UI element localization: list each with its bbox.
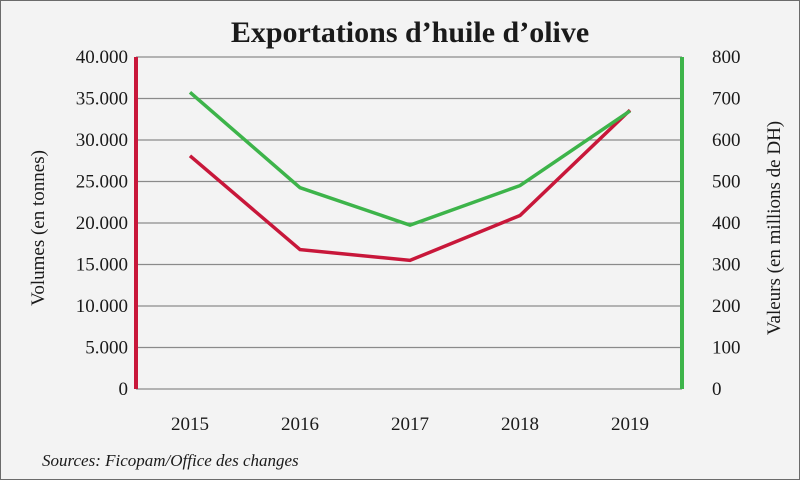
left-tick-label: 25.000	[76, 172, 128, 193]
series-line-valeurs	[188, 90, 631, 227]
x-tick-label: 2018	[501, 414, 539, 435]
right-tick-label: 0	[712, 379, 722, 400]
left-tick-label: 5.000	[85, 338, 128, 359]
left-tick-label: 30.000	[76, 130, 128, 151]
left-axis-label: Volumes (en tonnes)	[28, 150, 49, 306]
left-tick-label: 15.000	[76, 255, 128, 276]
left-tick-label: 40.000	[76, 47, 128, 68]
right-tick-label: 500	[712, 172, 741, 193]
left-axis: 0 5.000 10.000 15.000 20.000 25.000 30.000 35.0…	[76, 47, 138, 400]
right-axis-label: Valeurs (en millions de DH)	[764, 121, 785, 335]
x-tick-label: 2019	[611, 414, 649, 435]
right-tick-label: 700	[712, 89, 741, 110]
left-tick-label: 10.000	[76, 296, 128, 317]
right-tick-label: 800	[712, 47, 741, 68]
left-tick-label: 20.000	[76, 213, 128, 234]
chart-title: Exportations d’huile d’olive	[231, 16, 589, 49]
x-tick-label: 2016	[281, 414, 319, 435]
right-tick-label: 300	[712, 255, 741, 276]
x-axis-ticks: 2015 2016 2017 2018 2019	[171, 414, 649, 435]
source-note: Sources: Ficopam/Office des changes	[42, 451, 299, 470]
right-axis: 0 100 200 300 400 500 600 700 800	[680, 47, 741, 400]
gridlines	[136, 56, 682, 390]
right-tick-label: 600	[712, 130, 741, 151]
right-tick-label: 200	[712, 296, 741, 317]
left-tick-label: 0	[119, 379, 129, 400]
x-tick-label: 2017	[391, 414, 429, 435]
series-line-volumes	[188, 108, 632, 263]
right-tick-label: 400	[712, 213, 741, 234]
right-tick-label: 100	[712, 338, 741, 359]
left-tick-label: 35.000	[76, 89, 128, 110]
x-tick-label: 2015	[171, 414, 209, 435]
series-lines	[188, 90, 632, 263]
